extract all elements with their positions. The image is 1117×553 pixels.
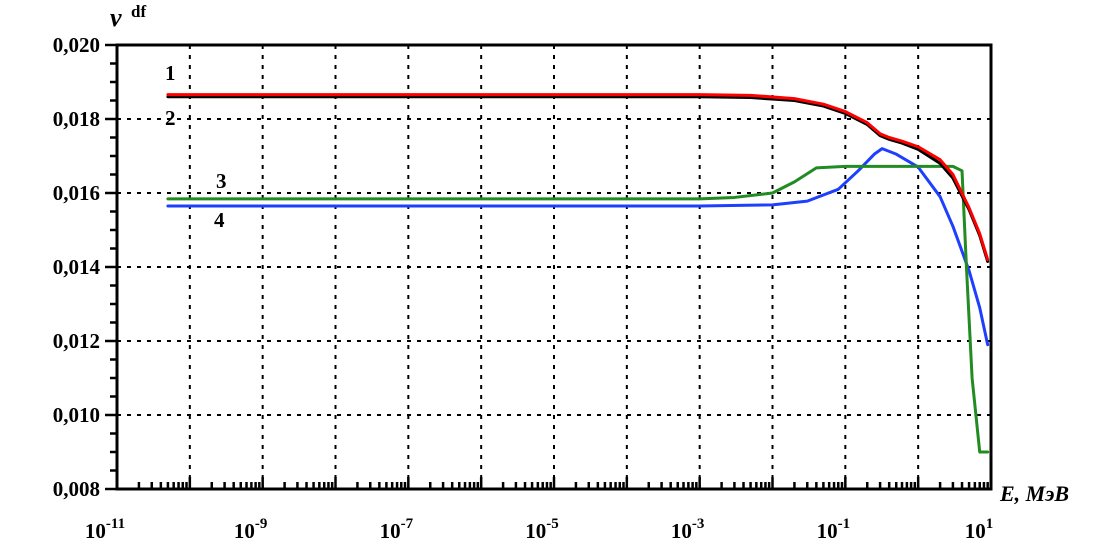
y-axis-label-main: ν [110, 3, 122, 32]
x-tick-label: 10-7 [380, 516, 414, 543]
x-axis-label: E, МэВ [999, 481, 1069, 506]
y-axis-label-sup: df [131, 2, 146, 21]
grid-layer [117, 45, 991, 489]
series-line-3 [166, 164, 990, 454]
y-tick-label: 0,018 [53, 107, 100, 131]
x-tick-label: 10-11 [85, 516, 125, 543]
series-line-4 [166, 147, 990, 347]
y-tick-label: 0,008 [53, 477, 100, 501]
x-tick-label: 101 [965, 516, 994, 543]
y-axis-tick-labels: 0,008 0,010 0,012 0,014 0,016 0,018 0,020 [53, 33, 101, 501]
curve-label-4: 4 [214, 208, 225, 232]
series-line-1 [166, 93, 990, 262]
y-tick-label: 0,012 [53, 329, 100, 353]
y-tick-label: 0,016 [53, 181, 100, 205]
curve-label-3: 3 [216, 169, 227, 193]
x-tick-label: 10-3 [671, 516, 705, 543]
curve-label-2: 2 [165, 106, 176, 130]
x-axis-tick-labels: 10-11 10-9 10-7 10-5 10-3 10-1 101 [85, 516, 993, 543]
curve-labels: 1 2 3 4 [165, 61, 227, 232]
y-axis-label: ν df [110, 2, 147, 32]
x-tick-label: 10-1 [817, 516, 851, 543]
series-layer [166, 93, 990, 454]
curve-label-1: 1 [165, 61, 176, 85]
y-tick-label: 0,020 [53, 33, 100, 57]
y-tick-label: 0,010 [53, 403, 100, 427]
y-tick-label: 0,014 [53, 255, 101, 279]
x-tick-label: 10-9 [234, 516, 268, 543]
x-tick-label: 10-5 [525, 516, 559, 543]
plot-frame [115, 43, 993, 491]
